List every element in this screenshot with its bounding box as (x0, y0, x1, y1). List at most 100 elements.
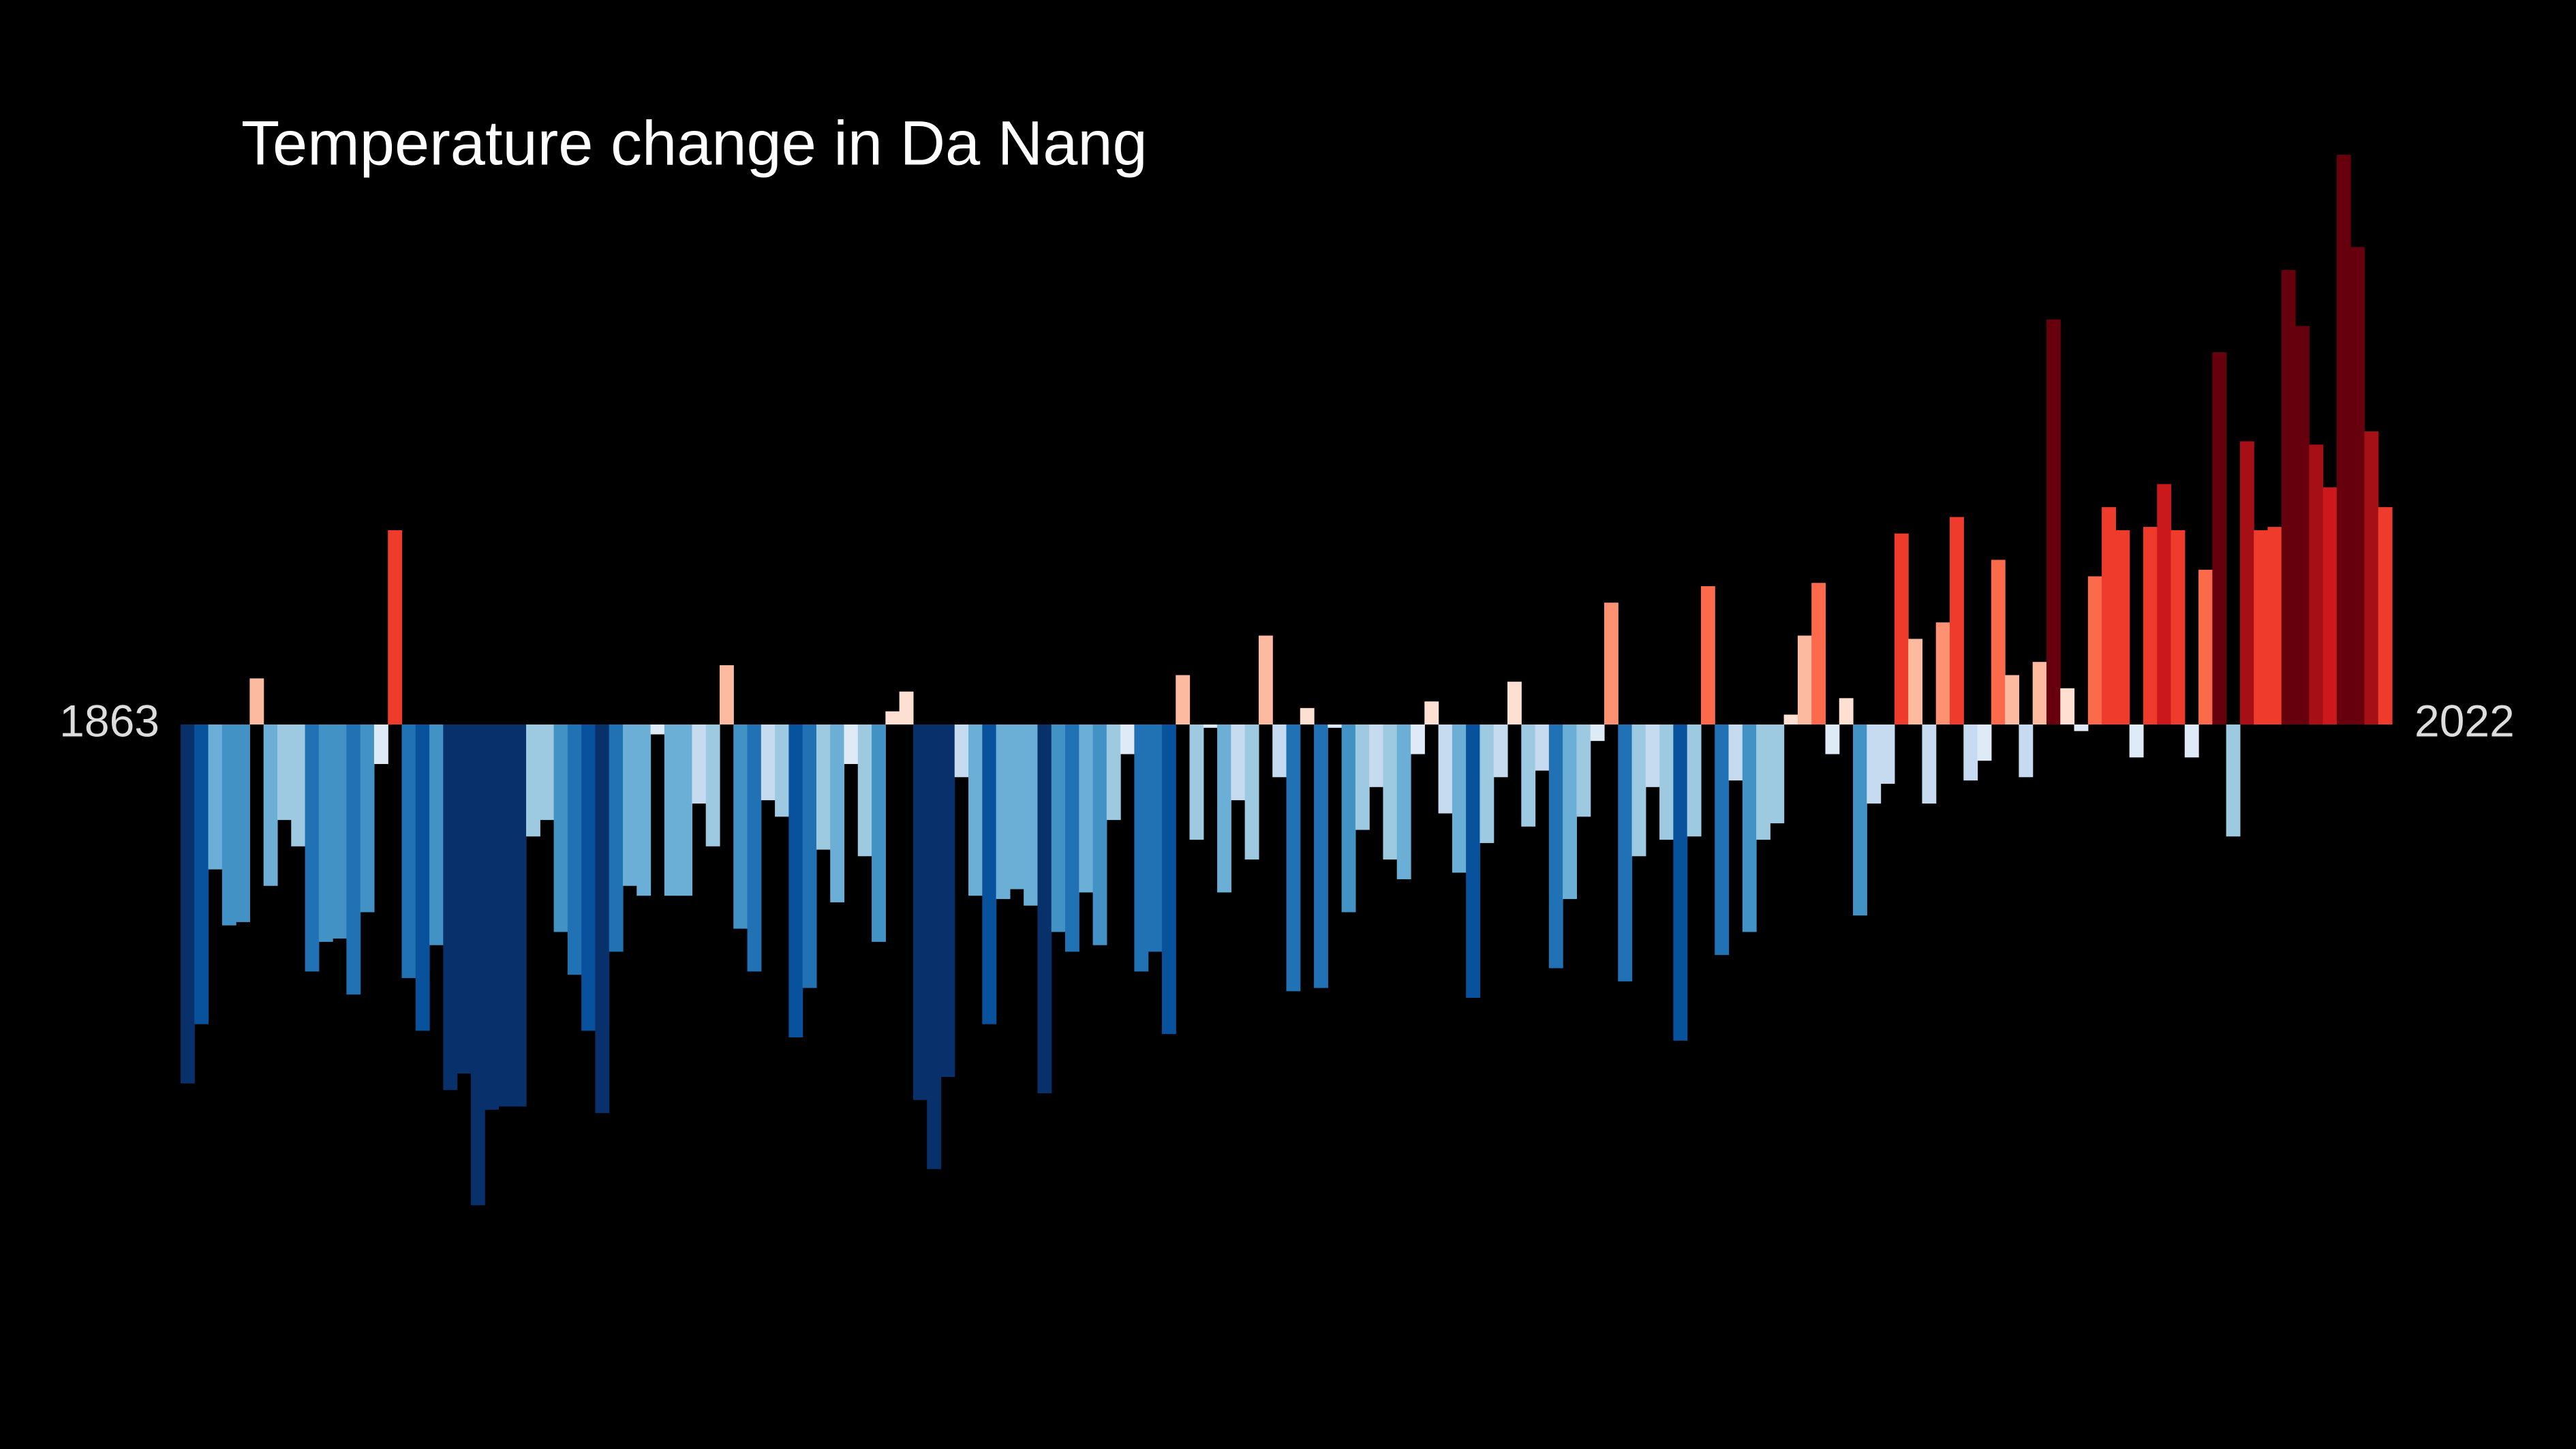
bar (913, 724, 927, 1100)
bar (1991, 560, 2006, 724)
bar (1756, 724, 1770, 840)
bar (1811, 583, 1826, 724)
bar (2171, 530, 2186, 724)
bar (1355, 724, 1370, 830)
bar (1079, 724, 1094, 893)
bar (2087, 576, 2102, 724)
bar (1106, 724, 1121, 821)
bar (1051, 724, 1066, 932)
bar (1867, 724, 1882, 804)
bar (609, 724, 624, 952)
bar (1176, 675, 1191, 724)
bar (2115, 530, 2130, 724)
bar (236, 724, 251, 922)
bar (1024, 724, 1039, 906)
bar (927, 724, 942, 1170)
bar (1935, 622, 1950, 724)
bar (1466, 724, 1481, 998)
bar (1493, 724, 1508, 778)
bar (775, 724, 789, 817)
bar (2102, 507, 2116, 724)
bar (373, 724, 388, 764)
bar (1673, 724, 1688, 1041)
bar (940, 724, 955, 1078)
bar (318, 724, 333, 942)
bar (2364, 431, 2379, 724)
bar (291, 724, 306, 846)
bar (485, 724, 500, 1110)
bar (249, 678, 264, 724)
bar (623, 724, 637, 886)
bar (181, 724, 195, 1084)
bar (498, 724, 513, 1107)
bar (1479, 724, 1494, 843)
bar (857, 724, 872, 857)
bar (1231, 724, 1246, 801)
bar (1950, 517, 1964, 724)
bar (954, 724, 969, 778)
bar (194, 724, 209, 1024)
bar (1341, 724, 1356, 913)
bar (982, 724, 997, 1024)
bar (1438, 724, 1453, 814)
bar (2350, 247, 2365, 724)
bar (719, 665, 734, 724)
bar (1728, 724, 1743, 781)
bar (2157, 484, 2172, 724)
bar (1065, 724, 1079, 952)
bar (581, 724, 596, 1031)
bar (830, 724, 845, 902)
bar (429, 724, 444, 945)
bar (346, 724, 361, 995)
bar (1963, 724, 1978, 781)
bar (733, 724, 748, 929)
bar (2281, 270, 2296, 724)
bar (816, 724, 831, 850)
bar (1548, 724, 1563, 968)
bar (1687, 724, 1702, 837)
bar (692, 724, 707, 804)
bar (1452, 724, 1467, 873)
bar (1908, 639, 1923, 724)
bar (401, 724, 416, 979)
bar (221, 724, 236, 926)
bar (277, 724, 292, 821)
bar (1618, 724, 1633, 981)
bar (415, 724, 430, 1031)
bar (2254, 530, 2269, 724)
bar (664, 724, 679, 896)
bar (208, 724, 223, 870)
bar (305, 724, 320, 972)
bar (1272, 724, 1287, 778)
bar (2239, 441, 2254, 724)
bar (2226, 724, 2241, 837)
bar (2019, 724, 2034, 778)
bar (1797, 635, 1812, 724)
bar (1383, 724, 1398, 860)
bar (1161, 724, 1176, 1035)
bar (705, 724, 720, 846)
bar (443, 724, 458, 1090)
bar (1203, 724, 1218, 728)
bar (1328, 724, 1343, 728)
bar (1148, 724, 1163, 952)
bar (1825, 724, 1840, 754)
bar (637, 724, 651, 896)
x-tick-label: 2022 (2414, 695, 2515, 746)
bar (388, 530, 403, 724)
bar (1783, 714, 1798, 724)
bar (1770, 724, 1785, 823)
bar (2309, 444, 2324, 724)
bar (1535, 724, 1550, 771)
bar (788, 724, 803, 1038)
bar (1880, 724, 1895, 784)
bar (1590, 724, 1605, 742)
bar (1314, 724, 1328, 988)
bar (333, 724, 347, 939)
bar (968, 724, 983, 896)
bar (678, 724, 693, 896)
bar (457, 724, 472, 1074)
x-tick-label: 1863 (59, 695, 159, 746)
